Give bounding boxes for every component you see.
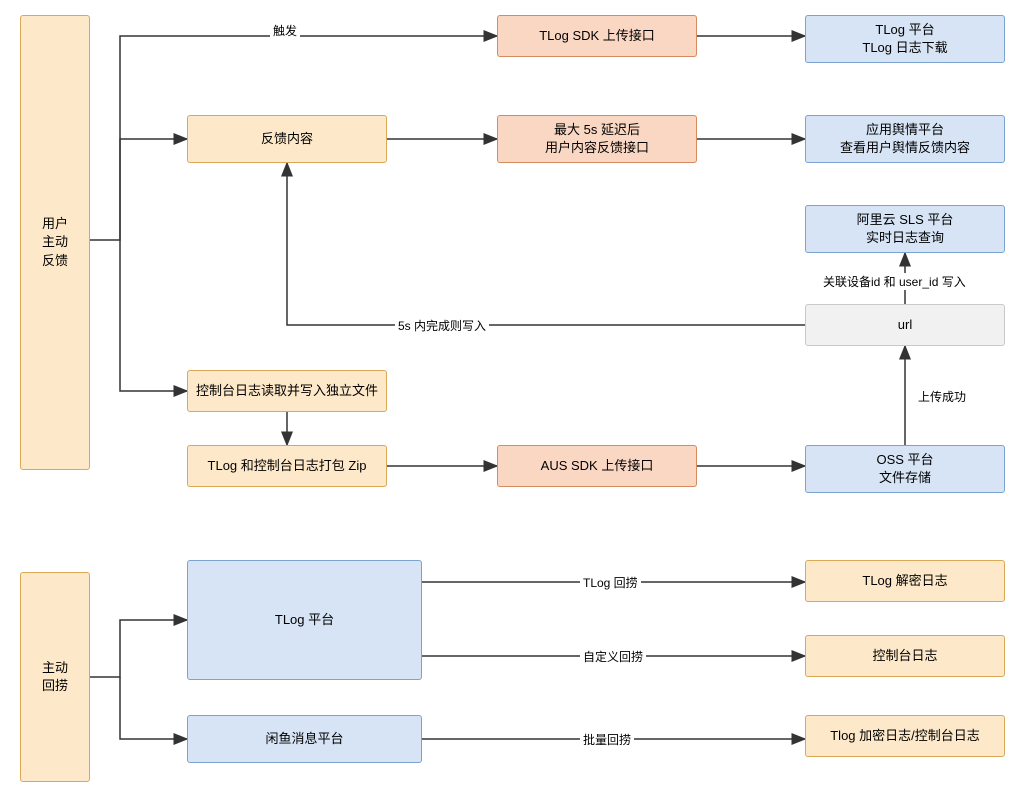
node-console_log: 控制台日志 [805, 635, 1005, 677]
node-sls_platform-line0: 阿里云 SLS 平台 [857, 211, 954, 229]
edge-12 [90, 620, 187, 677]
node-sls_platform-line1: 实时日志查询 [866, 229, 944, 247]
node-delay_interface: 最大 5s 延迟后用户内容反馈接口 [497, 115, 697, 163]
node-user_feedback: 用户主动反馈 [20, 15, 90, 470]
edge-label-9: 上传成功 [915, 388, 969, 405]
edge-label-14: 自定义回捞 [580, 648, 646, 665]
node-tlog_upload-line0: TLog SDK 上传接口 [539, 27, 655, 45]
node-delay_interface-line0: 最大 5s 延迟后 [554, 121, 640, 139]
node-oss_platform-line1: 文件存储 [879, 469, 931, 487]
node-tlog_platform_dl-line0: TLog 平台 [875, 21, 934, 39]
node-user_feedback-line0: 用户 [42, 215, 68, 233]
edge-2 [120, 139, 187, 240]
node-aus_upload: AUS SDK 上传接口 [497, 445, 697, 487]
node-user_feedback-line2: 反馈 [42, 252, 68, 270]
node-tlog_zip-line0: TLog 和控制台日志打包 Zip [208, 457, 367, 475]
node-active_retrieve-line0: 主动 [42, 659, 68, 677]
node-aus_upload-line0: AUS SDK 上传接口 [541, 457, 654, 475]
node-active_retrieve-line1: 回捞 [42, 677, 68, 695]
node-console_log_read: 控制台日志读取并写入独立文件 [187, 370, 387, 412]
node-tlog_encrypted-line0: Tlog 加密日志/控制台日志 [830, 727, 980, 745]
node-url_box-line0: url [898, 316, 912, 334]
node-yuqing_platform-line0: 应用舆情平台 [866, 121, 944, 139]
edge-5 [120, 240, 187, 391]
node-user_feedback-line1: 主动 [42, 233, 68, 251]
node-yuqing_platform-line1: 查看用户舆情反馈内容 [840, 139, 970, 157]
node-xianyu_platform: 闲鱼消息平台 [187, 715, 422, 763]
node-delay_interface-line1: 用户内容反馈接口 [545, 139, 649, 157]
edge-15 [120, 677, 187, 739]
node-tlog_platform: TLog 平台 [187, 560, 422, 680]
node-tlog_platform-line0: TLog 平台 [275, 611, 334, 629]
edge-label-16: 批量回捞 [580, 731, 634, 748]
node-tlog_zip: TLog 和控制台日志打包 Zip [187, 445, 387, 487]
node-active_retrieve: 主动回捞 [20, 572, 90, 782]
node-url_box: url [805, 304, 1005, 346]
node-tlog_upload: TLog SDK 上传接口 [497, 15, 697, 57]
node-yuqing_platform: 应用舆情平台查看用户舆情反馈内容 [805, 115, 1005, 163]
node-console_log_read-line0: 控制台日志读取并写入独立文件 [196, 382, 378, 400]
node-feedback_content-line0: 反馈内容 [261, 130, 313, 148]
edge-label-13: TLog 回捞 [580, 574, 641, 591]
node-feedback_content: 反馈内容 [187, 115, 387, 163]
node-console_log-line0: 控制台日志 [872, 647, 937, 665]
edge-label-11: 5s 内完成则写入 [395, 317, 489, 334]
node-tlog_platform_dl: TLog 平台TLog 日志下载 [805, 15, 1005, 63]
edge-11 [287, 163, 805, 325]
node-tlog_encrypted: Tlog 加密日志/控制台日志 [805, 715, 1005, 757]
node-tlog_decrypt: TLog 解密日志 [805, 560, 1005, 602]
edge-label-10: 关联设备id 和 user_id 写入 [820, 273, 969, 290]
node-tlog_decrypt-line0: TLog 解密日志 [862, 572, 947, 590]
edge-label-0: 触发 [270, 22, 300, 39]
node-sls_platform: 阿里云 SLS 平台实时日志查询 [805, 205, 1005, 253]
node-xianyu_platform-line0: 闲鱼消息平台 [265, 730, 343, 748]
node-tlog_platform_dl-line1: TLog 日志下载 [862, 39, 947, 57]
node-oss_platform: OSS 平台文件存储 [805, 445, 1005, 493]
node-oss_platform-line0: OSS 平台 [876, 451, 933, 469]
